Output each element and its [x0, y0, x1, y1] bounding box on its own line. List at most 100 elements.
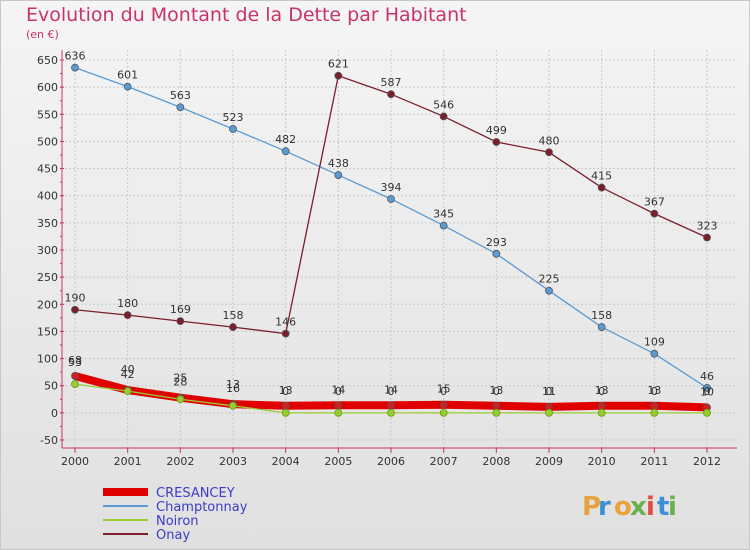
data-label-cresancey: 14 — [384, 383, 398, 396]
data-label-noiron: 13 — [226, 378, 240, 391]
y-tick-label: 650 — [37, 54, 58, 67]
y-tick-label: 250 — [37, 271, 58, 284]
data-point-onay — [703, 233, 711, 242]
data-label-cresancey: 16 — [226, 382, 240, 395]
data-point-onay — [597, 183, 606, 192]
data-label-noiron: 0 — [493, 385, 500, 398]
data-label-noiron: 0 — [440, 385, 447, 398]
data-label-champtonnay: 345 — [433, 208, 454, 221]
legend-label-champtonnay: Champtonnay — [156, 500, 248, 515]
data-point-noiron — [492, 408, 501, 417]
grid — [65, 50, 737, 448]
data-point-noiron — [650, 408, 659, 417]
data-label-cresancey: 68 — [68, 354, 82, 367]
x-tick-label: 2012 — [693, 455, 721, 468]
data-label-noiron: 0 — [388, 385, 395, 398]
logo-letter: i — [646, 492, 655, 522]
series-lines — [71, 63, 711, 417]
data-point-onay — [176, 317, 185, 326]
x-tick-label: 2005 — [324, 455, 352, 468]
data-point-champtonnay — [650, 349, 659, 358]
data-point-cresancey — [492, 401, 501, 410]
data-label-champtonnay: 563 — [170, 89, 191, 102]
data-point-onay — [387, 90, 395, 99]
data-point-champtonnay — [176, 103, 185, 112]
chart-title: Evolution du Montant de la Dette par Hab… — [26, 4, 467, 26]
data-point-cresancey — [334, 401, 343, 410]
data-label-champtonnay: 438 — [328, 157, 349, 170]
data-point-champtonnay — [492, 249, 501, 258]
y-tick-label: 150 — [37, 325, 58, 338]
data-point-noiron — [439, 408, 448, 417]
legend-label-cresancey: CRESANCEY — [156, 486, 235, 501]
data-label-noiron: 53 — [68, 356, 82, 369]
data-point-noiron — [387, 408, 395, 417]
x-tick-label: 2010 — [588, 455, 616, 468]
data-point-noiron — [597, 408, 606, 417]
data-label-onay: 415 — [591, 170, 612, 183]
y-tick-label: 600 — [37, 81, 58, 94]
data-label-cresancey: 10 — [700, 385, 714, 398]
data-point-champtonnay — [281, 147, 290, 156]
x-tick-label: 2011 — [640, 455, 668, 468]
data-label-champtonnay: 523 — [223, 111, 244, 124]
y-tick-label: 350 — [37, 217, 58, 230]
data-label-cresancey: 42 — [121, 368, 135, 381]
data-point-champtonnay — [229, 125, 237, 133]
data-point-champtonnay — [123, 82, 132, 91]
data-point-noiron — [71, 380, 79, 388]
data-label-onay: 180 — [117, 297, 138, 310]
legend-label-onay: Onay — [156, 528, 190, 543]
data-label-onay: 146 — [275, 316, 296, 329]
data-label-cresancey: 11 — [542, 385, 556, 398]
data-label-champtonnay: 394 — [381, 181, 402, 194]
data-point-onay — [492, 138, 501, 146]
data-point-champtonnay — [597, 323, 606, 331]
data-point-cresancey — [439, 400, 448, 409]
y-tick-label: 300 — [37, 244, 58, 257]
y-tick-label: -50 — [40, 434, 58, 447]
logo-letter: P — [582, 492, 601, 522]
x-tick-label: 2003 — [219, 455, 247, 468]
chart-subtitle: (en €) — [26, 28, 59, 41]
data-label-champtonnay: 601 — [117, 69, 138, 82]
data-point-cresancey — [597, 401, 606, 410]
data-label-onay: 621 — [328, 58, 349, 71]
data-point-noiron — [545, 408, 553, 417]
data-label-cresancey: 13 — [279, 384, 293, 397]
data-point-noiron — [123, 387, 132, 396]
data-label-noiron: 0 — [651, 385, 658, 398]
proxiti-logo: Pr ox i ti — [582, 492, 677, 522]
x-tick-label: 2001 — [114, 455, 142, 468]
logo-letter: x — [630, 492, 647, 522]
data-point-cresancey — [650, 401, 659, 410]
data-point-champtonnay — [545, 286, 553, 295]
data-point-onay — [334, 71, 343, 80]
data-label-noiron: 40 — [121, 363, 135, 376]
data-label-champtonnay: 482 — [275, 133, 296, 146]
y-tick-label: 200 — [37, 298, 58, 311]
y-tick-label: 50 — [44, 380, 58, 393]
data-label-cresancey: 15 — [437, 383, 451, 396]
data-label-champtonnay: 46 — [700, 370, 714, 383]
data-point-noiron — [334, 408, 343, 417]
data-point-noiron — [281, 408, 290, 417]
y-tick-label: 0 — [51, 407, 58, 420]
data-point-champtonnay — [439, 221, 448, 230]
data-label-onay: 158 — [223, 309, 244, 322]
data-label-onay: 546 — [433, 98, 454, 111]
data-point-onay — [71, 305, 79, 314]
y-tick-label: 100 — [37, 353, 58, 366]
logo-letter: i — [668, 492, 677, 522]
data-point-champtonnay — [71, 63, 79, 72]
data-label-champtonnay: 158 — [591, 309, 612, 322]
logo-letter: t — [657, 492, 669, 522]
data-point-onay — [650, 209, 659, 218]
data-label-onay: 480 — [539, 134, 560, 147]
data-label-cresancey: 13 — [647, 384, 661, 397]
data-label-onay: 323 — [697, 220, 718, 233]
logo-letter: r — [598, 492, 611, 522]
data-point-champtonnay — [387, 195, 395, 203]
